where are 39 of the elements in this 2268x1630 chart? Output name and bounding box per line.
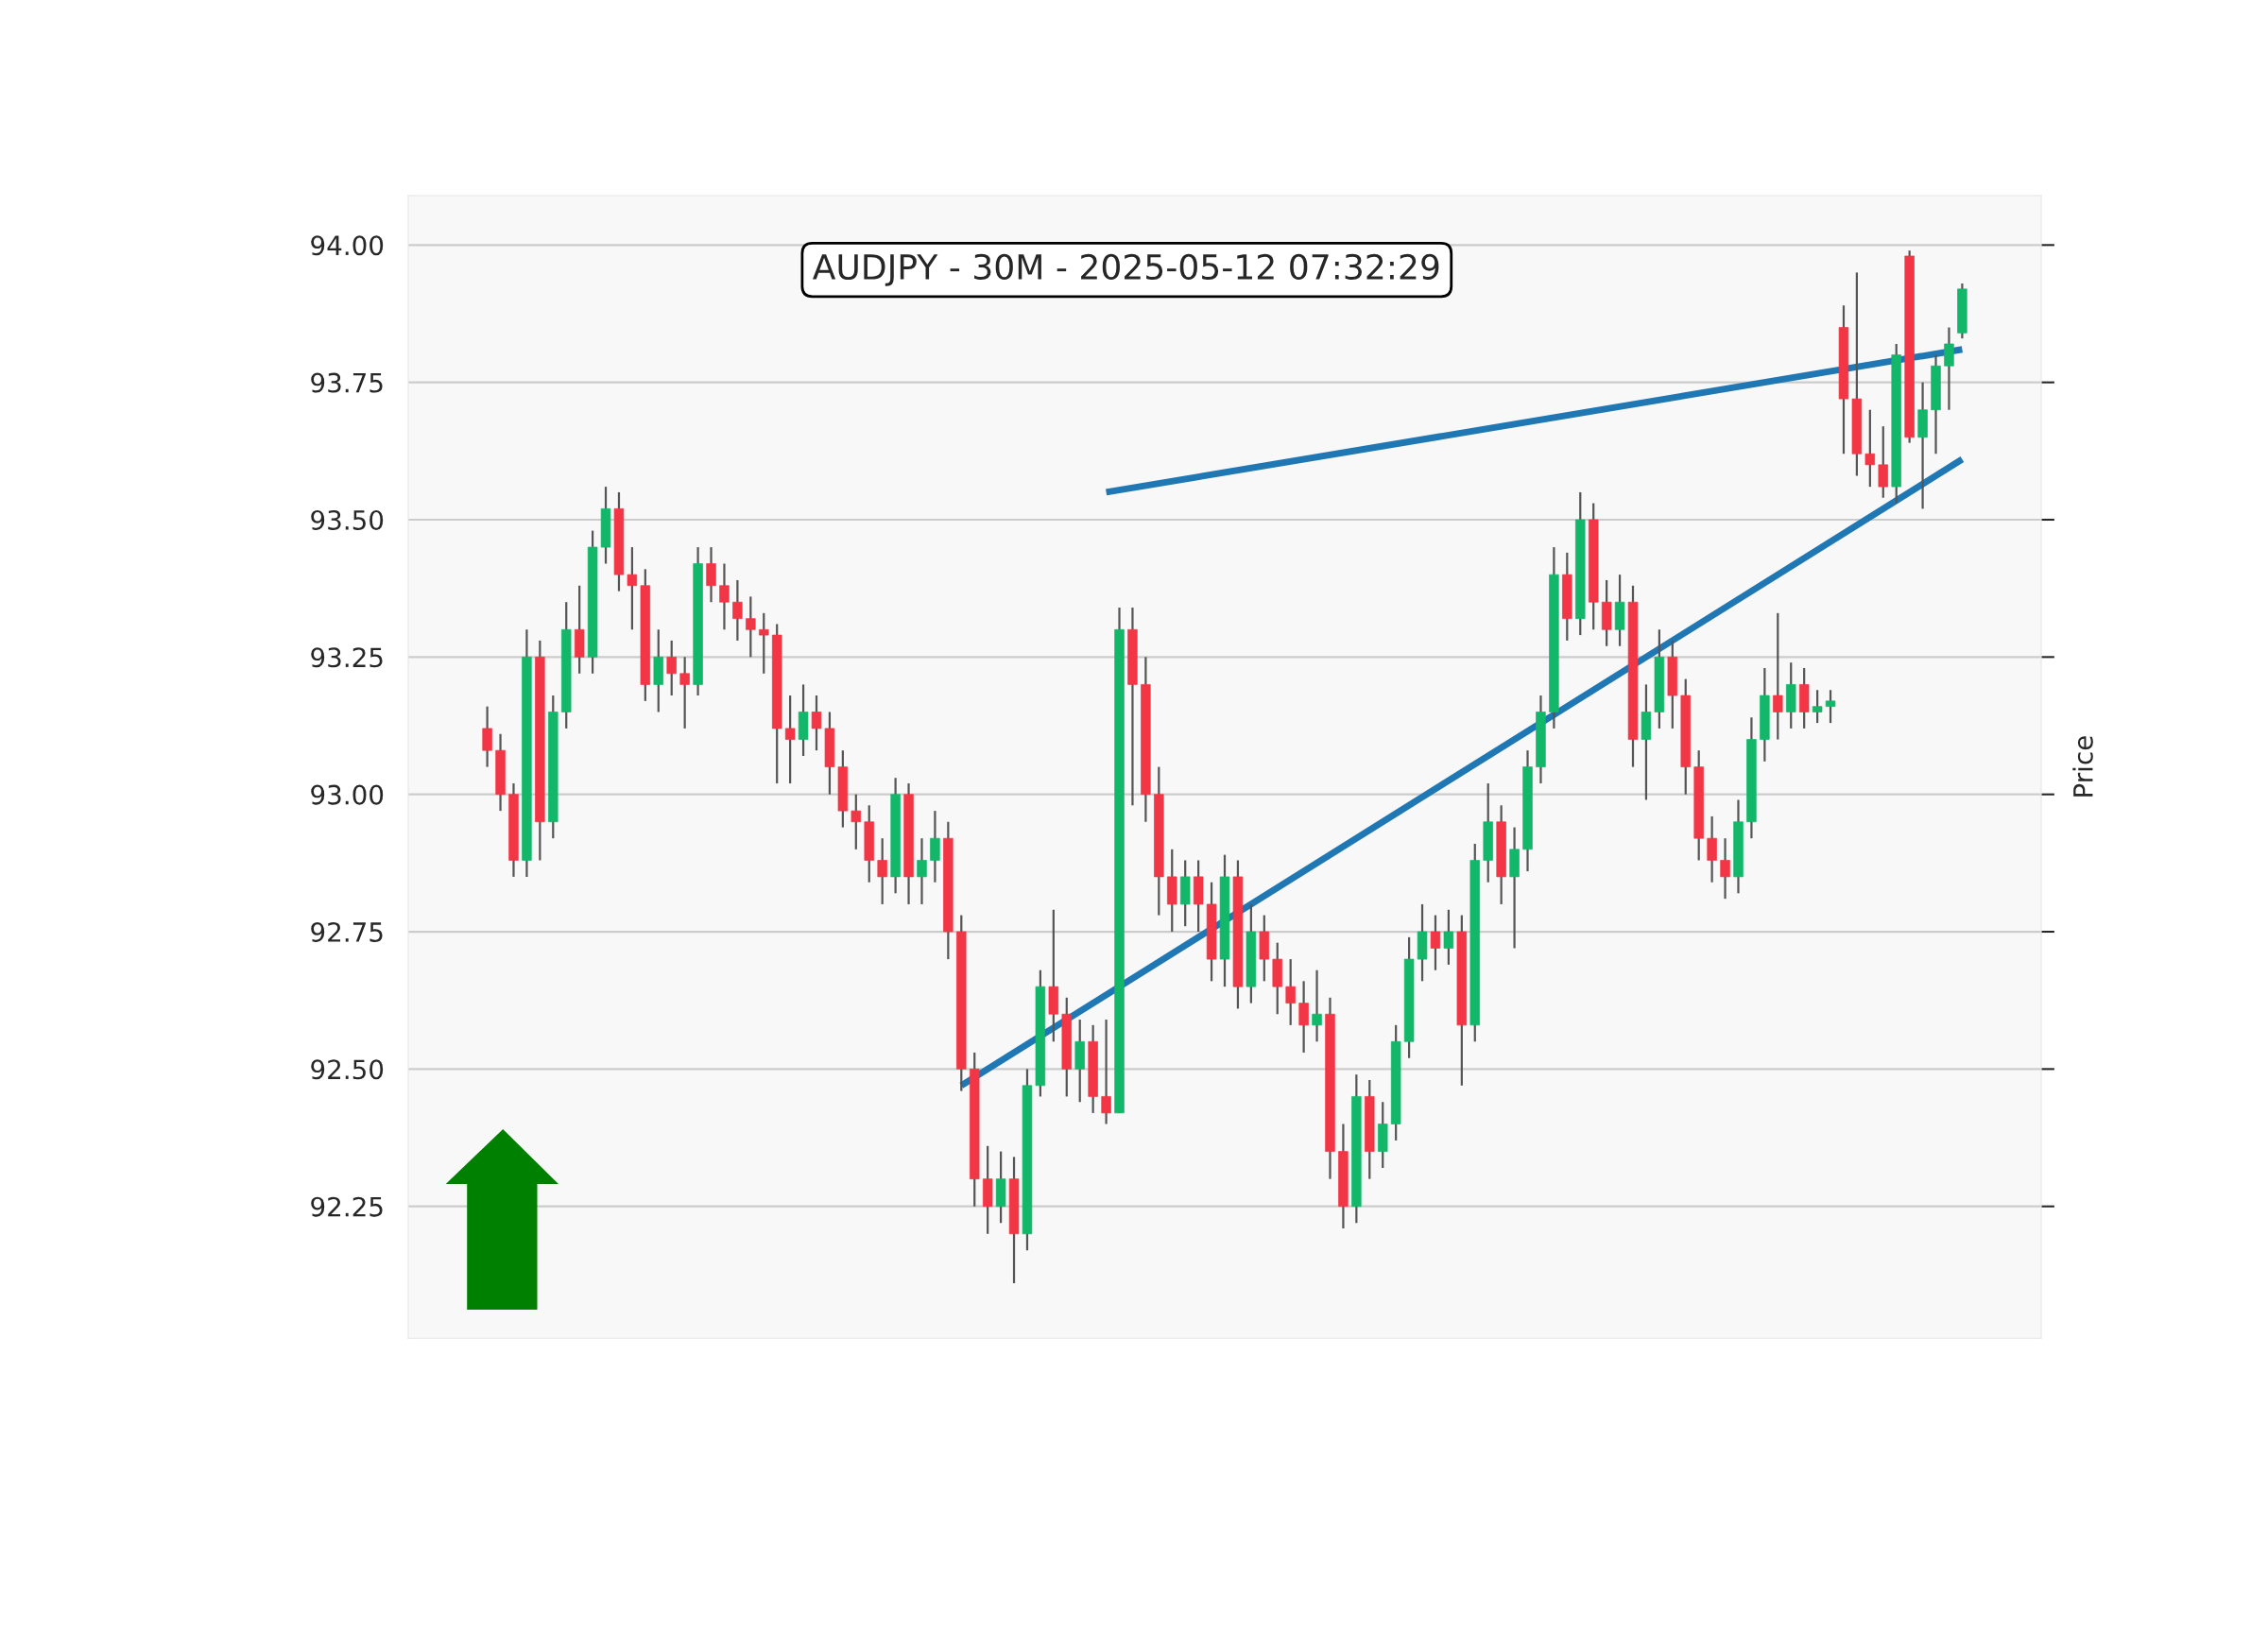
candlestick (1878, 425, 1888, 499)
candlestick (1944, 326, 1954, 411)
y-axis-title: Price (2072, 736, 2093, 797)
candlestick (1430, 914, 1441, 971)
y-tick-label: 93.50 (311, 509, 384, 530)
candlestick (1298, 980, 1309, 1055)
candlestick (732, 578, 743, 643)
candlestick (706, 545, 716, 604)
y-tick-label: 92.50 (311, 1059, 384, 1080)
candlestick (1707, 815, 1717, 884)
candlestick (877, 837, 887, 906)
text: AUDJPY - 30M - 2025-05-12 07:32:29 (813, 253, 1439, 286)
candlestick (666, 639, 677, 697)
candlestick (1773, 611, 1783, 741)
candlestick (719, 562, 730, 631)
y-tick-label: 94.00 (311, 235, 384, 256)
candlestick (679, 656, 690, 730)
candlestick (784, 694, 796, 785)
candlestick (1812, 689, 1823, 725)
candlestick (1443, 908, 1454, 967)
candlestick (759, 611, 769, 675)
candlestick (1720, 837, 1730, 901)
candlestick (811, 694, 822, 752)
candlestick (1864, 408, 1876, 489)
candlestick (917, 837, 927, 906)
candlestick (1312, 969, 1322, 1043)
candlestick (1285, 957, 1296, 1026)
candlestick (930, 810, 940, 884)
candlestick (1101, 1018, 1111, 1125)
y-tick-label: 93.75 (311, 372, 383, 393)
y-tick-label: 92.25 (311, 1196, 383, 1217)
candlestick (627, 545, 638, 631)
candlestick (850, 793, 862, 850)
y-tick-label: 93.00 (311, 784, 384, 805)
candlestick (482, 705, 492, 768)
candlestick (1825, 689, 1836, 725)
y-tick-label: 92.75 (311, 921, 383, 942)
candlestick (746, 595, 756, 659)
y-tick-label: 93.25 (311, 647, 383, 668)
